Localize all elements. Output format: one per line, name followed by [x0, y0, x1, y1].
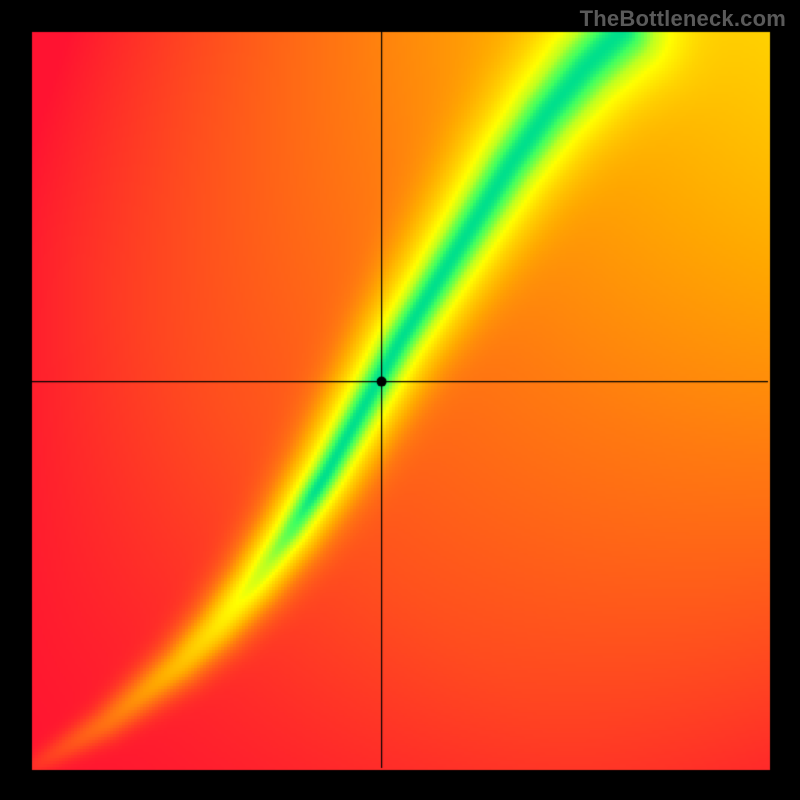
watermark-text: TheBottleneck.com	[580, 6, 786, 32]
heatmap-canvas	[0, 0, 800, 800]
chart-container: TheBottleneck.com	[0, 0, 800, 800]
